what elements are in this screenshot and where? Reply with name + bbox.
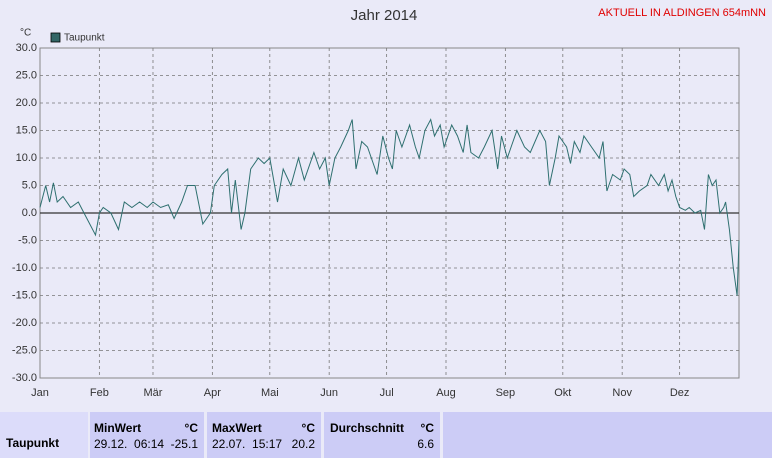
- y-tick-label: 10.0: [16, 152, 37, 164]
- unit: °C: [420, 421, 434, 435]
- label-cell: Taupunkt: [0, 412, 88, 458]
- chart-title: Jahr 2014: [351, 7, 418, 24]
- header: MinWert: [94, 421, 142, 435]
- y-tick-label: -5.0: [18, 234, 37, 246]
- x-tick-label: Okt: [554, 387, 571, 399]
- value: -25.1: [170, 437, 198, 451]
- avg-cell: Durchschnitt °C 6.6: [324, 412, 440, 458]
- date: 22.07. 15:17: [212, 437, 283, 451]
- unit: °C: [184, 421, 198, 435]
- x-tick-label: Jul: [380, 387, 394, 399]
- legend-label: Taupunkt: [64, 33, 105, 44]
- y-tick-label: 5.0: [22, 179, 37, 191]
- y-tick-label: 0.0: [22, 207, 37, 219]
- y-tick-label: -20.0: [12, 317, 37, 329]
- x-tick-label: Nov: [612, 387, 632, 399]
- value: 20.2: [291, 437, 315, 451]
- empty-cell: [443, 412, 772, 458]
- value: 6.6: [417, 437, 434, 451]
- x-tick-label: Mai: [261, 387, 279, 399]
- y-tick-label: 30.0: [16, 42, 37, 54]
- x-tick-label: Jun: [320, 387, 338, 399]
- header: MaxWert: [212, 421, 262, 435]
- chart: Jahr 2014 AKTUELL IN ALDINGEN 654mNN °C …: [12, 7, 766, 399]
- y-tick-label: 25.0: [16, 69, 37, 81]
- y-tick-label: 20.0: [16, 97, 37, 109]
- header: Durchschnitt: [330, 421, 405, 435]
- annotation: AKTUELL IN ALDINGEN 654mNN: [598, 7, 766, 19]
- x-tick-label: Feb: [90, 387, 109, 399]
- x-tick-label: Dez: [670, 387, 690, 399]
- y-unit: °C: [20, 28, 31, 39]
- y-tick-label: -25.0: [12, 344, 37, 356]
- y-tick-label: -15.0: [12, 289, 37, 301]
- max-cell: MaxWert °C 22.07. 15:17 20.2: [207, 412, 321, 458]
- y-tick-label: -10.0: [12, 262, 37, 274]
- date: 29.12. 06:14: [94, 437, 165, 451]
- y-tick-label: -30.0: [12, 372, 37, 384]
- x-tick-label: Aug: [436, 387, 456, 399]
- row-label: Taupunkt: [6, 436, 60, 450]
- x-tick-label: Apr: [204, 387, 221, 399]
- min-cell: MinWert °C 29.12. 06:14 -25.1: [90, 412, 204, 458]
- x-tick-label: Mär: [144, 387, 163, 399]
- legend-swatch: [50, 32, 61, 43]
- x-tick-label: Jan: [31, 387, 49, 399]
- line: [39, 118, 740, 296]
- x-tick-label: Sep: [496, 387, 516, 399]
- unit: °C: [301, 421, 315, 435]
- y-tick-label: 15.0: [16, 124, 37, 136]
